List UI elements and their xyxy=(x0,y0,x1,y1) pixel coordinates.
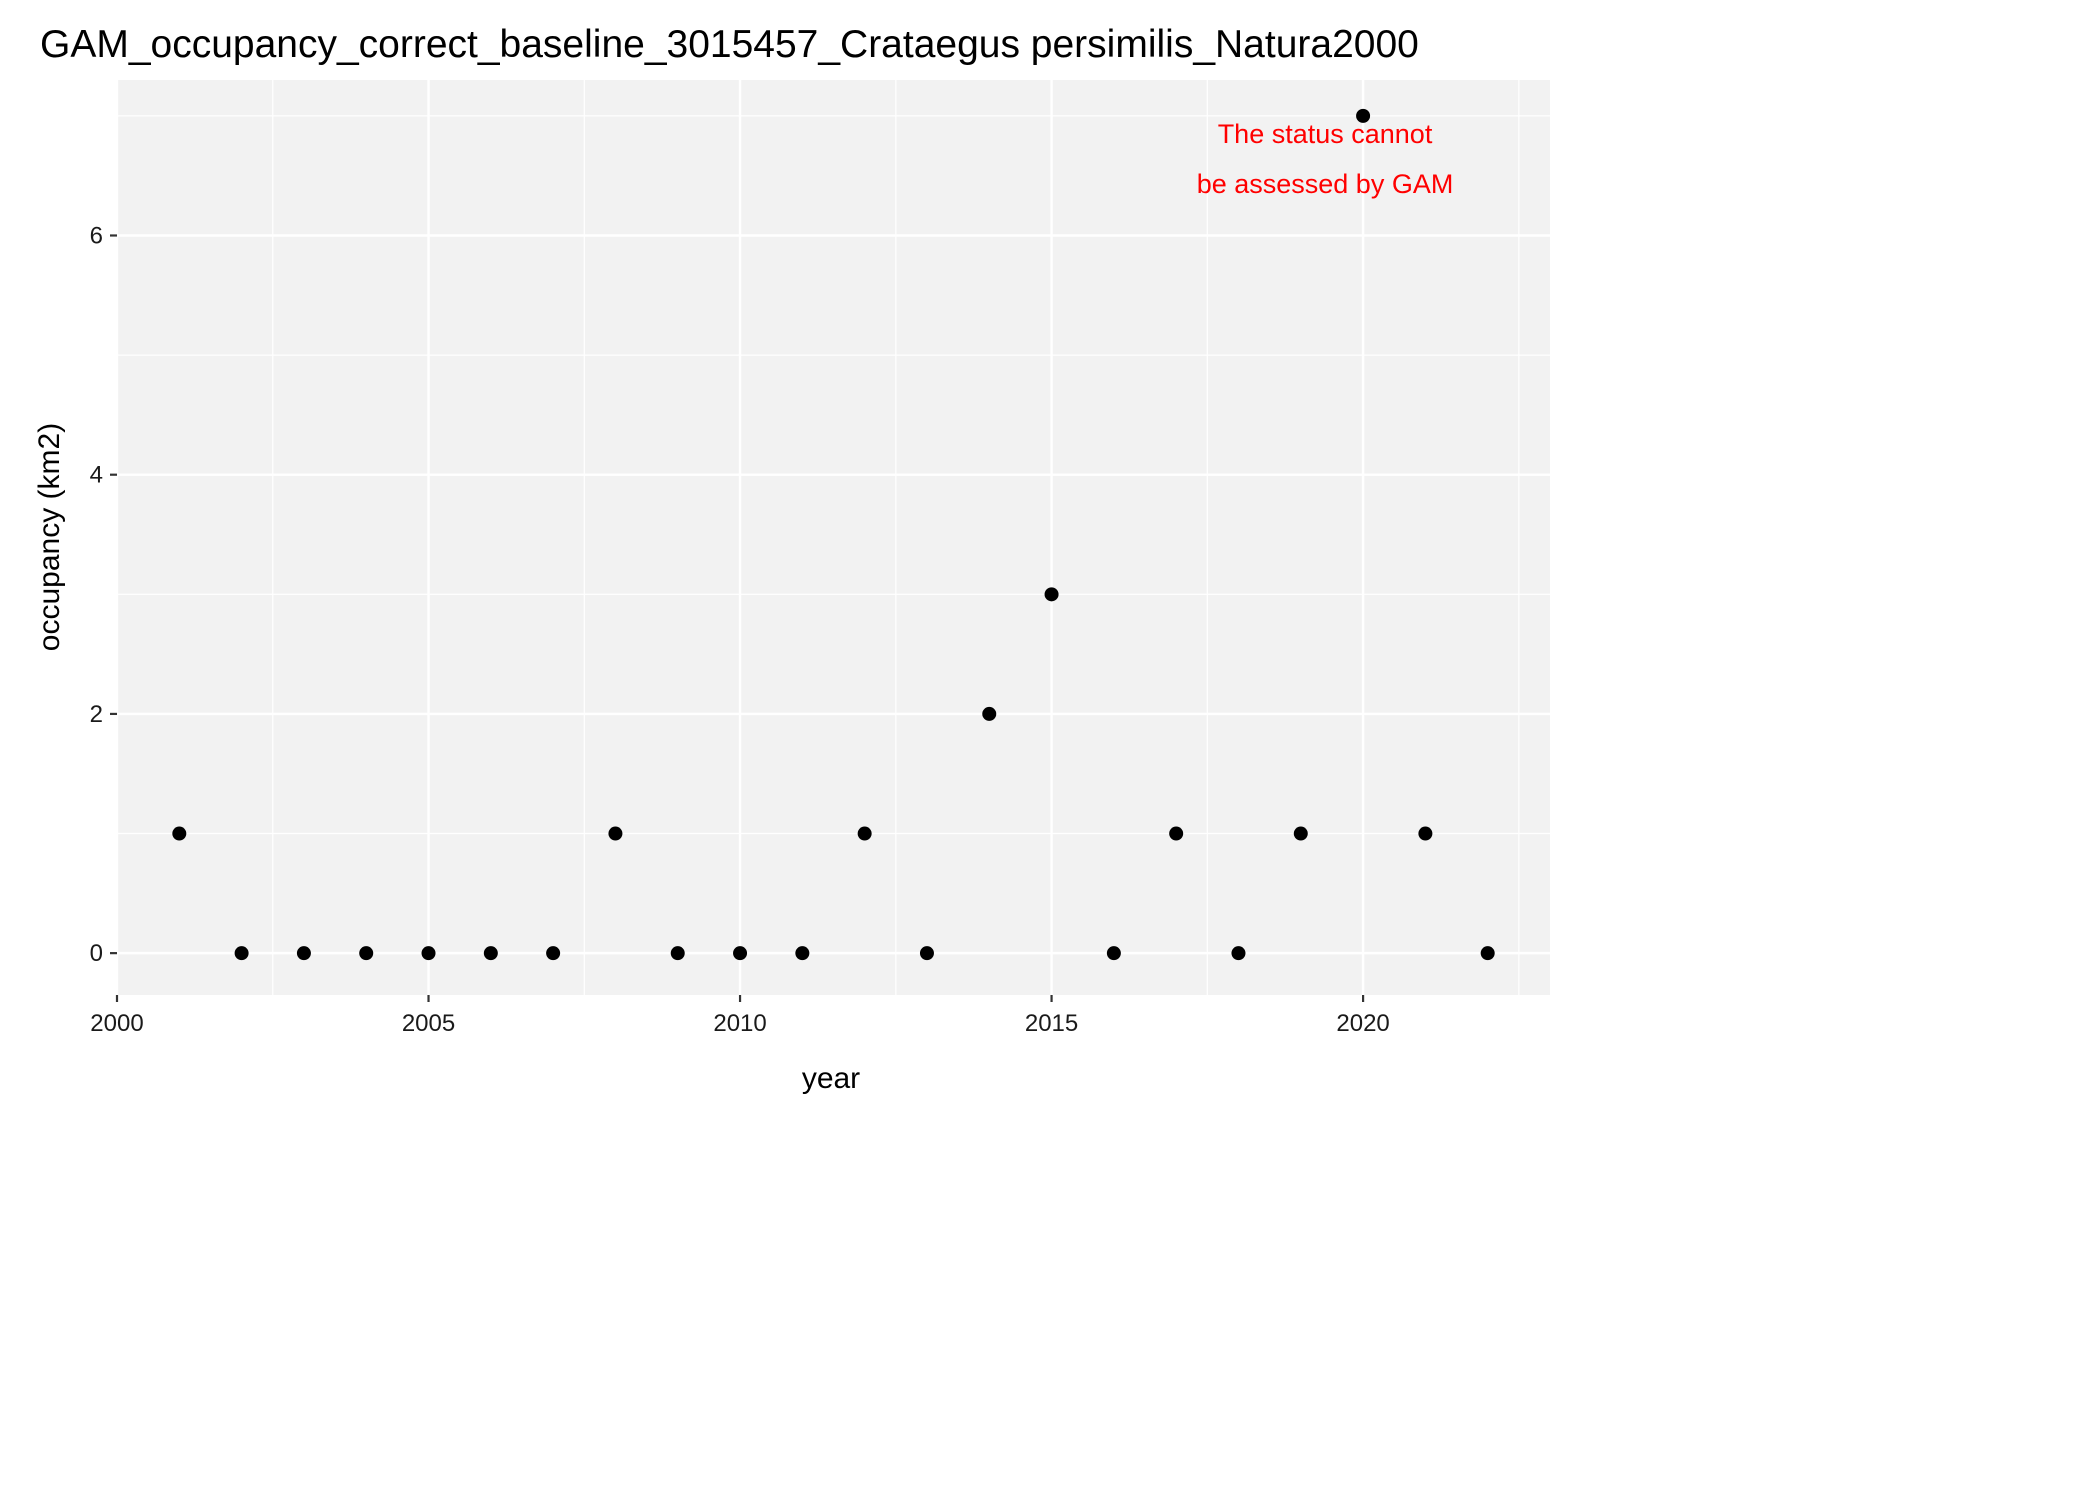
data-point xyxy=(1231,946,1246,961)
y-tick-label: 2 xyxy=(90,701,103,728)
data-point xyxy=(1106,946,1121,961)
data-point xyxy=(296,946,311,961)
data-point xyxy=(1293,826,1308,841)
data-point xyxy=(1418,826,1433,841)
data-point xyxy=(359,946,374,961)
data-point xyxy=(857,826,872,841)
annotation-line: be assessed by GAM xyxy=(1197,169,1454,199)
y-tick-label: 0 xyxy=(90,940,103,967)
data-point xyxy=(982,706,997,721)
annotation-line: The status cannot xyxy=(1218,119,1433,149)
plot-panel xyxy=(117,80,1550,995)
data-point xyxy=(172,826,187,841)
data-points xyxy=(172,108,1495,961)
data-point xyxy=(608,826,623,841)
y-tick-label: 4 xyxy=(90,462,103,489)
x-tick-label: 2000 xyxy=(90,1010,143,1037)
x-axis: 2000 2005 2010 2015 2020 xyxy=(90,995,1390,1037)
occupancy-scatter-chart: GAM_occupancy_correct_baseline_3015457_C… xyxy=(33,23,1550,1095)
data-point xyxy=(919,946,934,961)
x-axis-title: year xyxy=(802,1062,860,1095)
data-point xyxy=(483,946,498,961)
x-tick-label: 2015 xyxy=(1025,1010,1078,1037)
x-tick-label: 2005 xyxy=(402,1010,455,1037)
x-tick-label: 2010 xyxy=(713,1010,766,1037)
data-point xyxy=(1044,587,1059,602)
data-point xyxy=(1480,946,1495,961)
y-axis-title: occupancy (km2) xyxy=(33,423,66,651)
y-tick-label: 6 xyxy=(90,222,103,249)
chart-title: GAM_occupancy_correct_baseline_3015457_C… xyxy=(40,23,1419,66)
data-point xyxy=(795,946,810,961)
data-point xyxy=(1356,108,1371,123)
x-tick-label: 2020 xyxy=(1336,1010,1389,1037)
data-point xyxy=(1169,826,1184,841)
y-axis: 0 2 4 6 xyxy=(90,222,117,967)
data-point xyxy=(546,946,561,961)
data-point xyxy=(670,946,685,961)
data-point xyxy=(733,946,748,961)
minor-gridlines xyxy=(117,80,1550,995)
data-point xyxy=(421,946,436,961)
data-point xyxy=(234,946,249,961)
major-gridlines xyxy=(115,80,1550,995)
status-annotation: The status cannot be assessed by GAM xyxy=(1197,119,1454,199)
